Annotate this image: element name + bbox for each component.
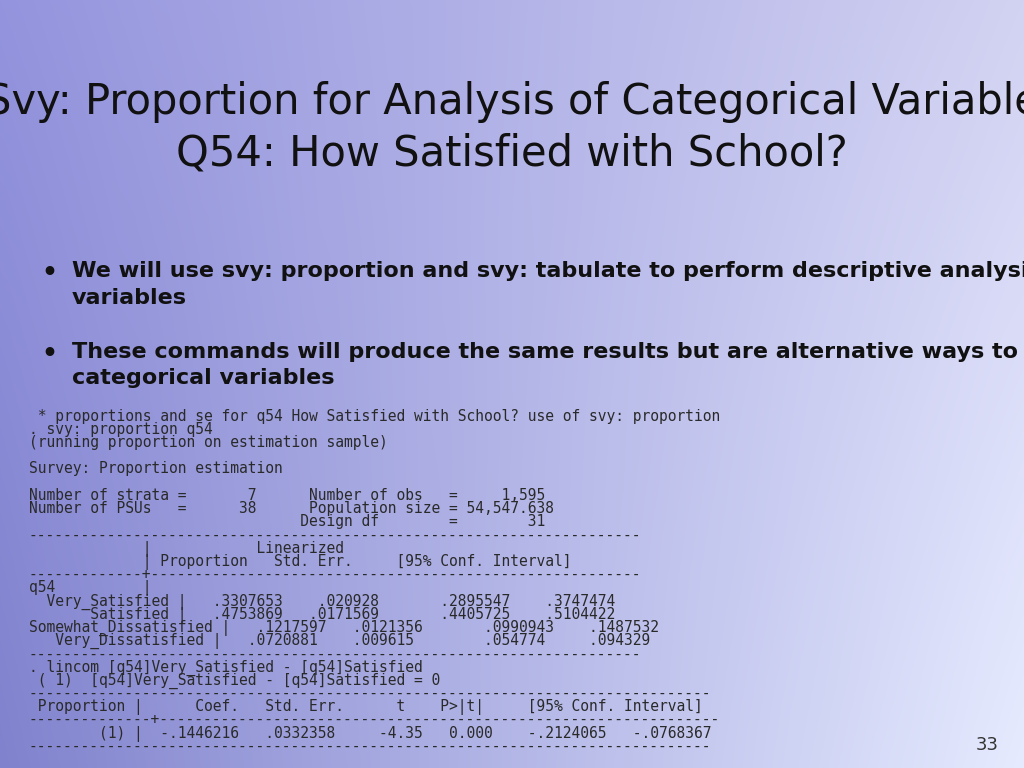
Text: q54          |: q54 | bbox=[29, 581, 152, 596]
Text: |            Linearized: | Linearized bbox=[29, 541, 344, 557]
Text: . svy: proportion q54: . svy: proportion q54 bbox=[29, 422, 212, 437]
Text: These commands will produce the same results but are alternative ways to examine: These commands will produce the same res… bbox=[72, 342, 1024, 388]
Text: •: • bbox=[41, 261, 57, 285]
Text: Very_Satisfied |   .3307653    .020928       .2895547    .3747474: Very_Satisfied | .3307653 .020928 .28955… bbox=[29, 594, 615, 610]
Text: ----------------------------------------------------------------------: ----------------------------------------… bbox=[29, 528, 641, 542]
Text: Very_Dissatisfied |   .0720881    .009615        .054774     .094329: Very_Dissatisfied | .0720881 .009615 .05… bbox=[29, 633, 650, 649]
Text: ------------------------------------------------------------------------------: ----------------------------------------… bbox=[29, 686, 712, 701]
Text: ----------------------------------------------------------------------: ----------------------------------------… bbox=[29, 647, 641, 661]
Text: (running proportion on estimation sample): (running proportion on estimation sample… bbox=[29, 435, 387, 450]
Text: •: • bbox=[41, 342, 57, 366]
Text: Number of PSUs   =      38      Population size = 54,547.638: Number of PSUs = 38 Population size = 54… bbox=[29, 501, 554, 516]
Text: Design df        =        31: Design df = 31 bbox=[29, 515, 545, 529]
Text: -------------+--------------------------------------------------------: -------------+--------------------------… bbox=[29, 567, 641, 582]
Text: Somewhat_Dissatisfied |   .1217597   .0121356       .0990943    .1487532: Somewhat_Dissatisfied | .1217597 .012135… bbox=[29, 620, 658, 636]
Text: Svy: Proportion for Analysis of Categorical Variable
Q54: How Satisfied with Sch: Svy: Proportion for Analysis of Categori… bbox=[0, 81, 1024, 174]
Text: * proportions and se for q54 How Satisfied with School? use of svy: proportion: * proportions and se for q54 How Satisfi… bbox=[29, 409, 720, 424]
Text: --------------+----------------------------------------------------------------: --------------+-------------------------… bbox=[29, 713, 720, 727]
Text: (1) |  -.1446216   .0332358     -4.35   0.000    -.2124065   -.0768367: (1) | -.1446216 .0332358 -4.35 0.000 -.2… bbox=[29, 726, 712, 742]
Text: Number of strata =       7      Number of obs   =     1,595: Number of strata = 7 Number of obs = 1,5… bbox=[29, 488, 545, 503]
Text: Proportion |      Coef.   Std. Err.      t    P>|t|     [95% Conf. Interval]: Proportion | Coef. Std. Err. t P>|t| [95… bbox=[29, 699, 702, 715]
Text: | Proportion   Std. Err.     [95% Conf. Interval]: | Proportion Std. Err. [95% Conf. Interv… bbox=[29, 554, 571, 570]
Text: Satisfied |   .4753869   .0171569       .4405725    .5104422: Satisfied | .4753869 .0171569 .4405725 .… bbox=[29, 607, 615, 623]
Text: ( 1)  [q54]Very_Satisfied - [q54]Satisfied = 0: ( 1) [q54]Very_Satisfied - [q54]Satisfie… bbox=[29, 673, 440, 689]
Text: Survey: Proportion estimation: Survey: Proportion estimation bbox=[29, 462, 283, 476]
Text: 33: 33 bbox=[976, 737, 998, 754]
Text: . lincom [q54]Very_Satisfied - [q54]Satisfied: . lincom [q54]Very_Satisfied - [q54]Sati… bbox=[29, 660, 423, 676]
Text: We will use svy: proportion and svy: tabulate to perform descriptive analysis of: We will use svy: proportion and svy: tab… bbox=[72, 261, 1024, 307]
Text: ------------------------------------------------------------------------------: ----------------------------------------… bbox=[29, 739, 712, 754]
